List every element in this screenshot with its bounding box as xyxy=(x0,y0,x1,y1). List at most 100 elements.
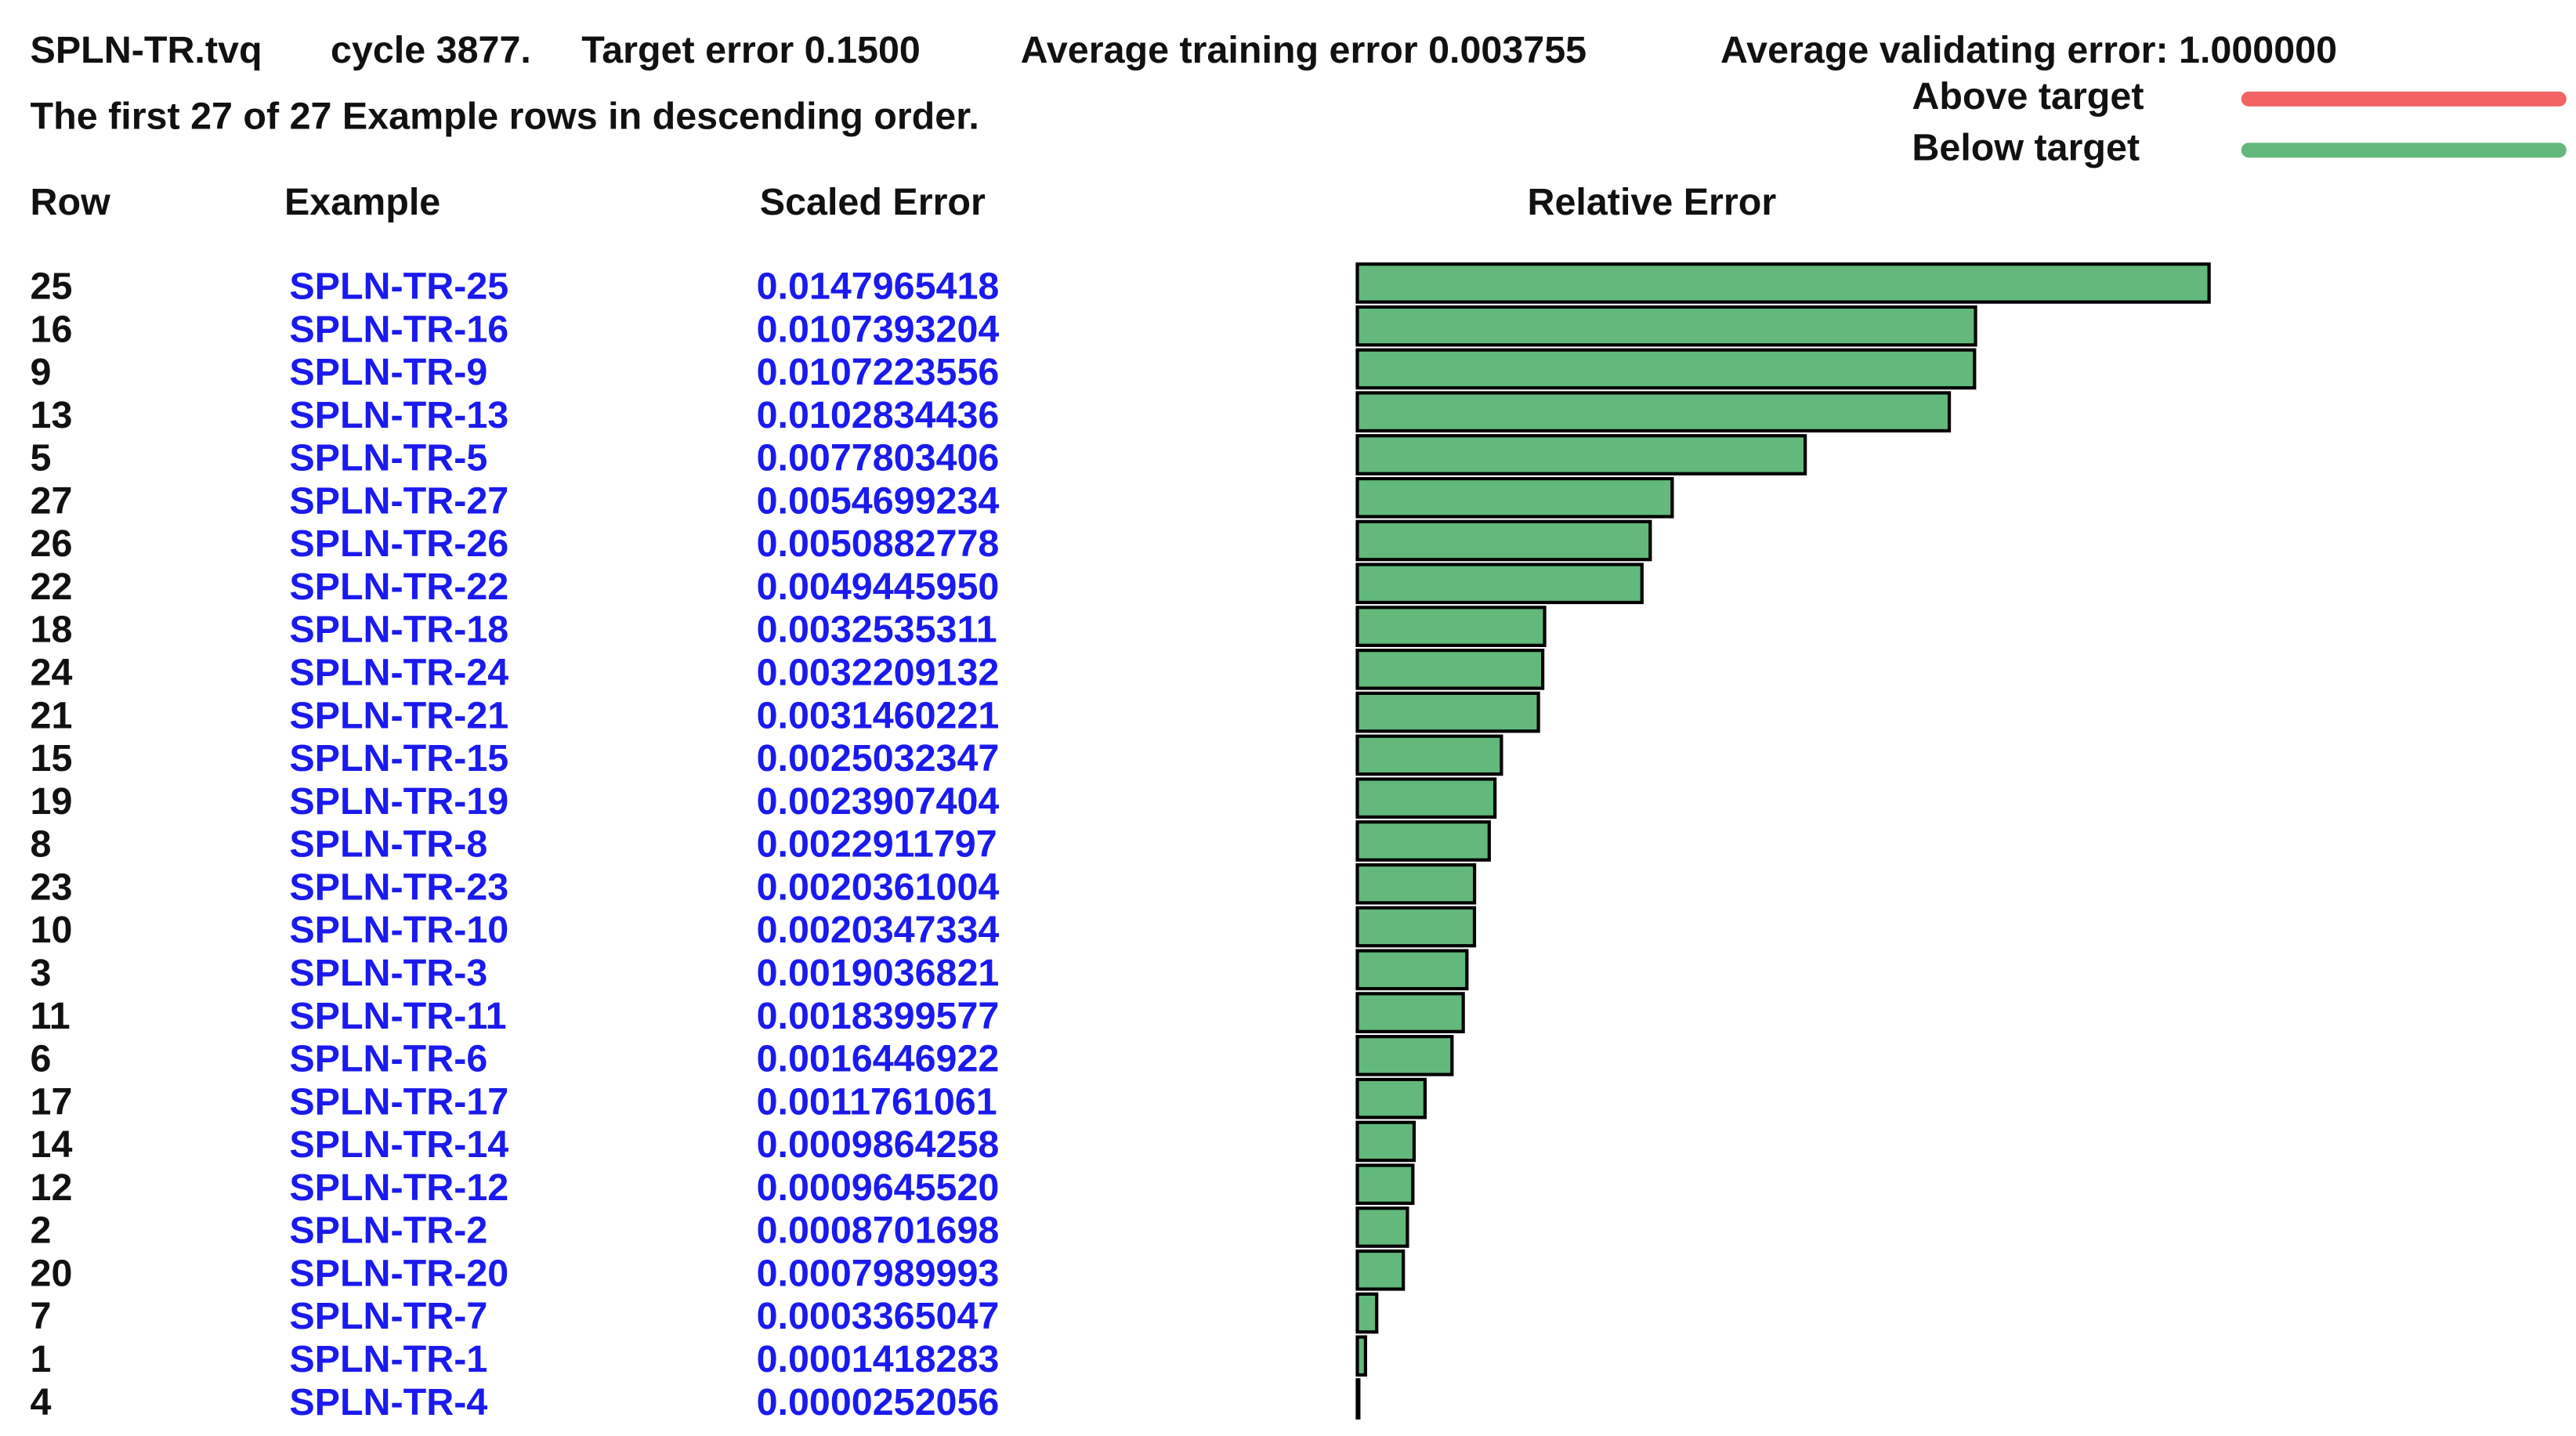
column-header: Scaled Error xyxy=(760,181,986,223)
legend-label: Below target xyxy=(1912,127,2140,169)
error-bar xyxy=(1355,606,1547,647)
row-number: 5 xyxy=(31,437,52,479)
error-bar xyxy=(1355,1206,1409,1248)
example-name: SPLN-TR-20 xyxy=(289,1252,508,1294)
row-number: 13 xyxy=(31,394,73,436)
example-name: SPLN-TR-11 xyxy=(289,995,506,1037)
scaled-error: 0.0147965418 xyxy=(757,266,1000,308)
example-name: SPLN-TR-25 xyxy=(289,266,508,308)
row-number: 12 xyxy=(31,1167,73,1209)
column-header: Row xyxy=(31,181,111,223)
row-number: 3 xyxy=(31,952,52,994)
scaled-error: 0.0007989993 xyxy=(757,1252,1000,1294)
row-number: 17 xyxy=(31,1080,73,1123)
error-bar xyxy=(1355,1077,1427,1120)
row-number: 11 xyxy=(31,995,71,1037)
row-number: 26 xyxy=(31,523,73,565)
scaled-error: 0.0022911797 xyxy=(757,823,997,866)
error-bar xyxy=(1355,391,1952,433)
column-header: Relative Error xyxy=(1528,181,1777,223)
error-bar xyxy=(1355,863,1477,905)
error-bar xyxy=(1355,649,1545,690)
scaled-error: 0.0003365047 xyxy=(757,1295,1000,1337)
example-name: SPLN-TR-8 xyxy=(289,823,487,866)
row-number: 4 xyxy=(31,1381,52,1423)
row-number: 9 xyxy=(31,351,52,393)
example-name: SPLN-TR-21 xyxy=(289,694,508,736)
error-bar xyxy=(1355,1035,1454,1076)
row-number: 16 xyxy=(31,308,73,350)
scaled-error: 0.0009645520 xyxy=(757,1167,1000,1209)
example-name: SPLN-TR-17 xyxy=(289,1080,508,1123)
error-bar xyxy=(1355,476,1674,519)
scaled-error: 0.0001418283 xyxy=(757,1338,1000,1380)
scaled-error: 0.0025032347 xyxy=(757,737,1000,779)
error-bar xyxy=(1355,1120,1416,1163)
scaled-error: 0.0000252056 xyxy=(757,1381,1000,1423)
scaled-error: 0.0107223556 xyxy=(757,351,1000,393)
row-number: 2 xyxy=(31,1210,52,1252)
scaled-error: 0.0016446922 xyxy=(757,1038,1000,1080)
example-name: SPLN-TR-6 xyxy=(289,1038,487,1080)
training-error: Average training error 0.003755 xyxy=(1021,29,1586,71)
scaled-error: 0.0019036821 xyxy=(757,952,1000,994)
scaled-error: 0.0008701698 xyxy=(757,1210,1000,1252)
row-number: 23 xyxy=(31,866,73,908)
example-name: SPLN-TR-27 xyxy=(289,479,508,522)
error-bar xyxy=(1355,348,1977,390)
error-bar xyxy=(1355,562,1644,605)
error-bar xyxy=(1355,1378,1361,1420)
example-name: SPLN-TR-18 xyxy=(289,609,508,651)
row-number: 6 xyxy=(31,1038,52,1080)
example-name: SPLN-TR-26 xyxy=(289,523,508,565)
error-bar xyxy=(1355,734,1503,776)
scaled-error: 0.0009864258 xyxy=(757,1123,1000,1166)
example-name: SPLN-TR-10 xyxy=(289,909,508,951)
column-header: Example xyxy=(284,181,440,223)
error-bar xyxy=(1355,1249,1406,1291)
error-bar xyxy=(1355,262,2211,304)
example-name: SPLN-TR-9 xyxy=(289,351,487,393)
error-bar xyxy=(1355,434,1807,476)
error-bar xyxy=(1355,1163,1415,1206)
example-name: SPLN-TR-24 xyxy=(289,652,508,694)
row-number: 10 xyxy=(31,909,73,951)
scaled-error: 0.0050882778 xyxy=(757,523,1000,565)
error-bar xyxy=(1355,519,1652,562)
scaled-error: 0.0020347334 xyxy=(757,909,1000,951)
example-name: SPLN-TR-14 xyxy=(289,1123,508,1166)
example-name: SPLN-TR-2 xyxy=(289,1210,487,1252)
row-number: 19 xyxy=(31,780,73,823)
row-number: 22 xyxy=(31,566,73,608)
legend-label: Above target xyxy=(1912,75,2144,118)
row-number: 15 xyxy=(31,737,73,779)
scaled-error: 0.0023907404 xyxy=(757,780,1000,823)
subtitle: The first 27 of 27 Example rows in desce… xyxy=(31,95,979,137)
example-name: SPLN-TR-16 xyxy=(289,308,508,350)
error-bar xyxy=(1355,820,1491,862)
row-number: 25 xyxy=(31,266,73,308)
scaled-error: 0.0049445950 xyxy=(757,566,1000,608)
scaled-error: 0.0031460221 xyxy=(757,694,1000,736)
row-number: 27 xyxy=(31,479,73,522)
scaled-error: 0.0032535311 xyxy=(757,609,997,651)
file-name: SPLN-TR.tvq xyxy=(31,29,262,71)
error-bar xyxy=(1355,906,1477,948)
row-number: 24 xyxy=(31,652,73,694)
target-error: Target error 0.1500 xyxy=(581,29,921,71)
scaled-error: 0.0102834436 xyxy=(757,394,1000,436)
example-name: SPLN-TR-7 xyxy=(289,1295,487,1337)
example-name: SPLN-TR-12 xyxy=(289,1167,508,1209)
error-bar xyxy=(1355,305,1977,347)
error-bar xyxy=(1355,691,1540,733)
error-bar xyxy=(1355,1335,1368,1377)
error-bar xyxy=(1355,949,1469,991)
row-number: 7 xyxy=(31,1295,52,1337)
example-name: SPLN-TR-13 xyxy=(289,394,508,436)
cycle: cycle 3877. xyxy=(331,29,531,71)
example-name: SPLN-TR-5 xyxy=(289,437,487,479)
scaled-error: 0.0011761061 xyxy=(757,1080,997,1123)
